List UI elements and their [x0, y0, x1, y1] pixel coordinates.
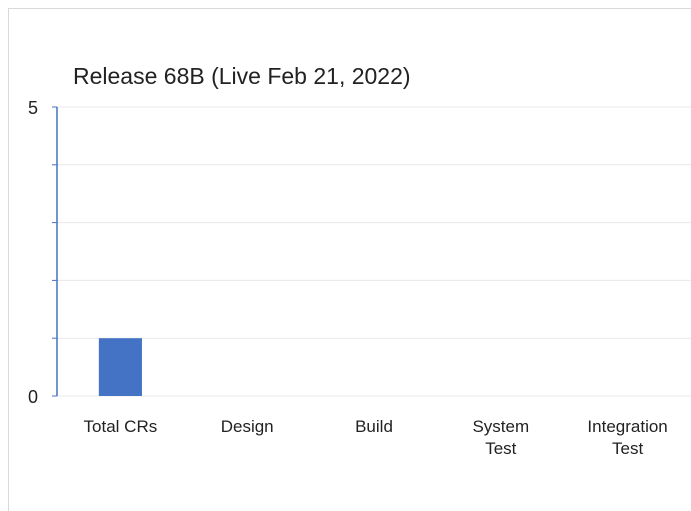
chart-frame	[8, 8, 691, 511]
chart-title: Release 68B (Live Feb 21, 2022)	[73, 63, 411, 89]
y-tick-label: 5	[28, 98, 38, 118]
x-tick-label: System Test	[472, 417, 530, 458]
x-tick-label: Design	[220, 417, 274, 436]
y-tick-label: 0	[28, 387, 38, 407]
x-tick-label: Total CRs	[83, 417, 158, 436]
bar	[98, 338, 142, 396]
x-tick-label: Integration Test	[587, 417, 668, 458]
x-tick-label: Build	[355, 417, 393, 436]
